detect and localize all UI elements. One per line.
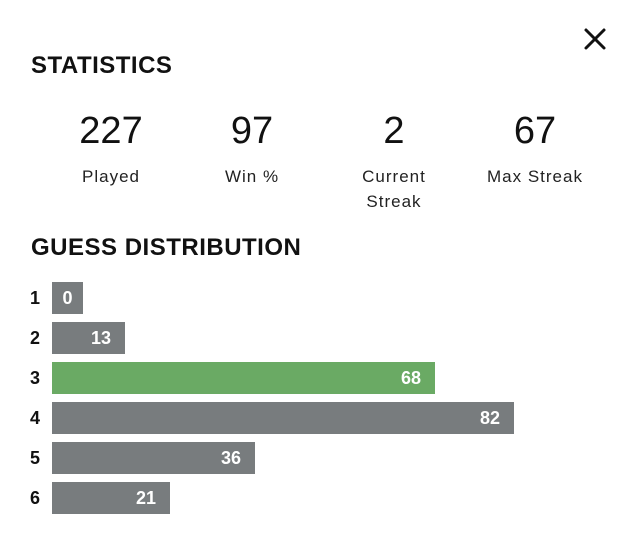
statistics-row: 227 Played 97 Win % 2 Current Streak 67 … [0, 108, 622, 218]
stat-win-percent: 97 Win % [182, 108, 322, 189]
distribution-count: 13 [90, 328, 111, 348]
stat-label: Win % [224, 167, 280, 186]
stat-played: 227 Played [41, 108, 181, 189]
close-button[interactable] [580, 24, 610, 54]
stat-label: Played [82, 167, 140, 186]
distribution-row-4: 4 82 [0, 402, 622, 434]
distribution-bar: 13 [52, 322, 125, 354]
distribution-row-6: 6 21 [0, 482, 622, 514]
stat-label: Current Streak [362, 167, 426, 211]
distribution-count: 36 [220, 448, 241, 468]
distribution-count: 21 [135, 488, 156, 508]
distribution-bar: 21 [52, 482, 170, 514]
distribution-bar: 0 [52, 282, 83, 314]
distribution-guess-number: 1 [30, 288, 41, 308]
stat-value: 97 [230, 110, 274, 152]
distribution-row-2: 2 13 [0, 322, 622, 354]
distribution-row-5: 5 36 [0, 442, 622, 474]
stat-current-streak: 2 Current Streak [323, 108, 465, 214]
distribution-guess-number: 2 [30, 328, 41, 348]
distribution-count: 0 [62, 288, 73, 308]
distribution-guess-number: 3 [30, 368, 41, 388]
distribution-guess-number: 4 [30, 408, 41, 428]
stat-label: Max Streak [487, 167, 583, 186]
stat-value: 227 [79, 110, 143, 152]
stat-max-streak: 67 Max Streak [464, 108, 606, 189]
distribution-row-3: 3 68 [0, 362, 622, 394]
distribution-guess-number: 5 [30, 448, 41, 468]
distribution-bar: 68 [52, 362, 435, 394]
close-icon [584, 28, 606, 50]
distribution-guess-number: 6 [30, 488, 41, 508]
statistics-title: STATISTICS [31, 52, 173, 79]
distribution-count: 68 [400, 368, 421, 388]
distribution-bar: 36 [52, 442, 255, 474]
guess-distribution-title: GUESS DISTRIBUTION [31, 234, 302, 261]
stat-value: 67 [513, 110, 557, 152]
distribution-count: 82 [479, 408, 500, 428]
distribution-bar: 82 [52, 402, 514, 434]
stat-value: 2 [383, 110, 405, 152]
